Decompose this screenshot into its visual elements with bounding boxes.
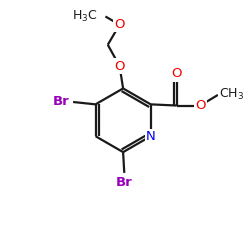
Text: Br: Br [116,176,133,189]
Text: O: O [195,99,205,112]
Text: CH$_3$: CH$_3$ [219,87,244,102]
Text: N: N [146,130,156,143]
Text: O: O [172,66,182,80]
Text: O: O [114,60,125,72]
Text: Br: Br [53,96,70,108]
Text: O: O [114,18,125,31]
Text: H$_3$C: H$_3$C [72,9,97,24]
